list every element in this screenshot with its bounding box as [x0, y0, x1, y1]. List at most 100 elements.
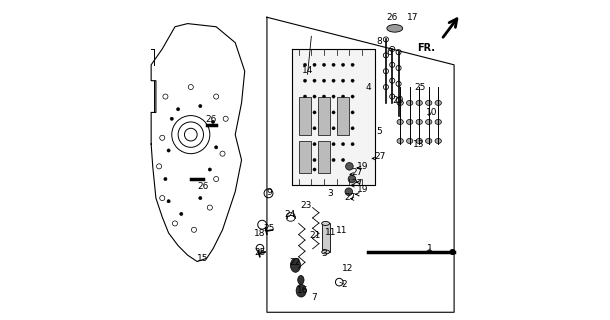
Circle shape: [323, 111, 326, 114]
Circle shape: [303, 142, 307, 146]
Circle shape: [323, 63, 326, 67]
Circle shape: [396, 97, 401, 102]
Circle shape: [313, 95, 316, 98]
Circle shape: [176, 108, 180, 111]
Circle shape: [332, 63, 335, 67]
Text: 13: 13: [414, 140, 425, 149]
Polygon shape: [292, 49, 375, 185]
Circle shape: [345, 188, 353, 196]
Circle shape: [313, 79, 316, 82]
Circle shape: [313, 158, 316, 162]
Circle shape: [323, 158, 326, 162]
Circle shape: [332, 142, 335, 146]
Text: 25: 25: [414, 83, 426, 92]
Ellipse shape: [416, 119, 422, 124]
Circle shape: [313, 127, 316, 130]
Circle shape: [303, 95, 307, 98]
Circle shape: [303, 79, 307, 82]
Text: 19: 19: [357, 185, 368, 194]
Circle shape: [383, 69, 389, 74]
Circle shape: [332, 127, 335, 130]
Text: 21: 21: [310, 231, 321, 240]
Text: 6: 6: [386, 48, 392, 57]
Circle shape: [172, 116, 210, 154]
Ellipse shape: [435, 139, 442, 143]
Circle shape: [336, 278, 343, 286]
Circle shape: [163, 94, 168, 99]
Text: 1: 1: [428, 244, 433, 253]
Text: 16: 16: [296, 286, 308, 295]
Circle shape: [351, 63, 354, 67]
Text: 4: 4: [365, 83, 371, 92]
Text: 7: 7: [312, 292, 317, 301]
Circle shape: [323, 95, 326, 98]
Text: FR.: FR.: [417, 43, 435, 52]
Circle shape: [188, 84, 193, 90]
Circle shape: [351, 142, 354, 146]
Circle shape: [192, 227, 196, 232]
Text: 12: 12: [342, 264, 354, 273]
Ellipse shape: [426, 100, 432, 105]
Ellipse shape: [397, 119, 403, 124]
Circle shape: [450, 250, 455, 254]
Text: 27: 27: [351, 179, 362, 188]
Circle shape: [396, 81, 401, 86]
Circle shape: [332, 111, 335, 114]
Circle shape: [303, 158, 307, 162]
Circle shape: [264, 189, 273, 198]
Circle shape: [396, 66, 401, 70]
Circle shape: [208, 168, 212, 171]
Circle shape: [342, 142, 345, 146]
Ellipse shape: [426, 119, 432, 124]
Circle shape: [313, 168, 316, 171]
Ellipse shape: [290, 258, 301, 272]
Circle shape: [215, 146, 218, 149]
Circle shape: [332, 95, 335, 98]
Circle shape: [348, 175, 356, 183]
Text: 18: 18: [254, 229, 266, 238]
Circle shape: [390, 78, 395, 83]
Circle shape: [351, 79, 354, 82]
Circle shape: [342, 111, 345, 114]
Text: 27: 27: [351, 168, 362, 177]
Circle shape: [323, 142, 326, 146]
Circle shape: [342, 158, 345, 162]
Circle shape: [184, 128, 197, 141]
Circle shape: [256, 244, 264, 252]
Circle shape: [214, 94, 219, 99]
Text: 9: 9: [267, 188, 272, 197]
Text: 25: 25: [254, 248, 265, 257]
Circle shape: [323, 168, 326, 171]
Circle shape: [303, 127, 307, 130]
Text: 26: 26: [197, 181, 209, 190]
Text: 15: 15: [197, 254, 209, 263]
Ellipse shape: [296, 284, 306, 297]
Text: 26: 26: [386, 13, 397, 22]
Text: 2: 2: [342, 280, 348, 289]
Circle shape: [390, 62, 395, 68]
Text: 14: 14: [302, 66, 314, 75]
Text: 3: 3: [321, 249, 327, 258]
Text: 11: 11: [325, 228, 336, 237]
Circle shape: [396, 50, 401, 55]
Text: 20: 20: [392, 96, 404, 105]
Text: 17: 17: [406, 13, 418, 22]
Text: 27: 27: [375, 152, 386, 161]
Circle shape: [199, 196, 202, 200]
Circle shape: [207, 205, 212, 210]
Circle shape: [214, 177, 219, 181]
Text: 5: 5: [376, 127, 382, 136]
Ellipse shape: [397, 139, 403, 143]
Circle shape: [160, 135, 165, 140]
Ellipse shape: [416, 100, 422, 105]
Circle shape: [167, 149, 170, 152]
Ellipse shape: [406, 100, 413, 105]
Circle shape: [258, 220, 267, 229]
Circle shape: [313, 111, 316, 114]
Circle shape: [157, 164, 162, 169]
Circle shape: [220, 151, 225, 156]
Circle shape: [199, 105, 202, 108]
Circle shape: [390, 46, 395, 52]
Circle shape: [342, 127, 345, 130]
Ellipse shape: [287, 215, 295, 221]
